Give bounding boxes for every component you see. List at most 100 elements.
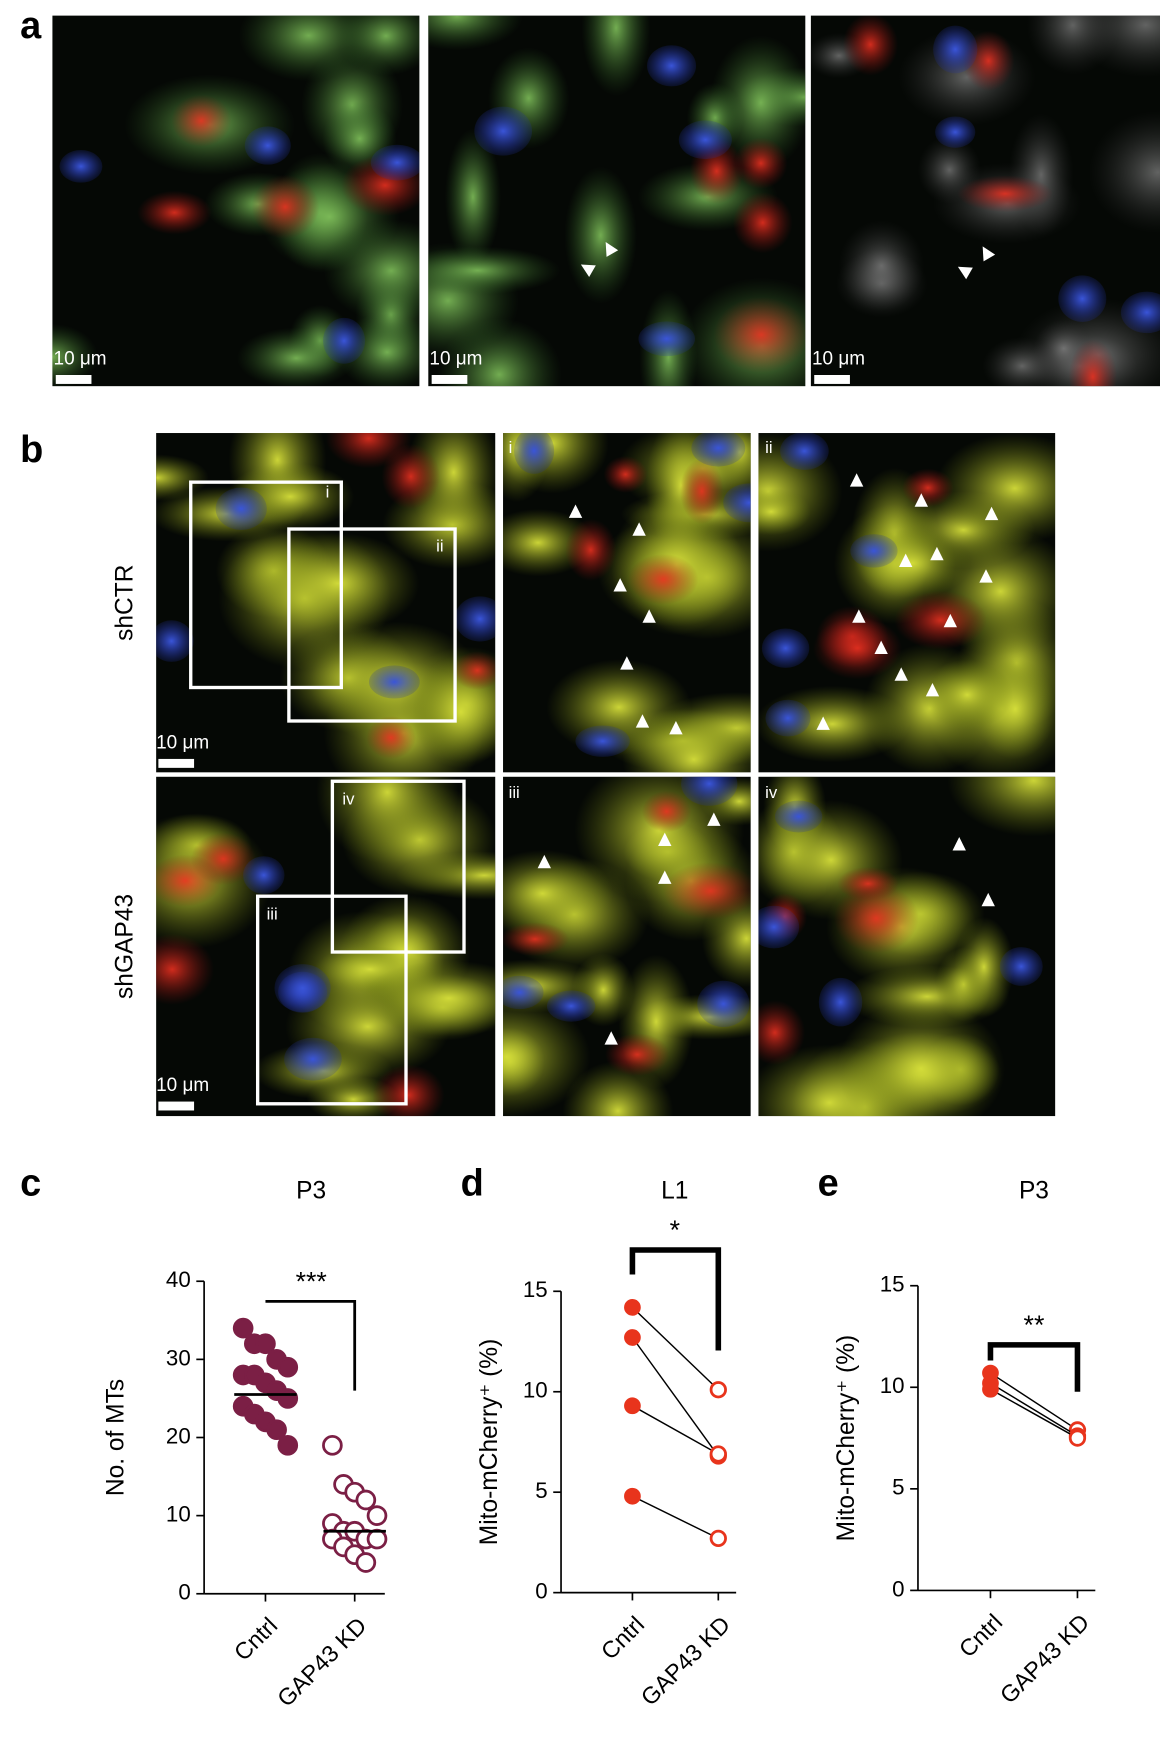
cell xyxy=(758,1000,806,1066)
chart-title: P3 xyxy=(296,1177,326,1204)
cells xyxy=(503,776,751,1117)
significance-label: *** xyxy=(296,1267,327,1297)
scale-bar-label: 10 μm xyxy=(812,348,865,369)
arrowhead xyxy=(632,522,646,536)
cell xyxy=(894,590,987,650)
data-point xyxy=(709,1529,727,1548)
pair-line xyxy=(631,1337,719,1457)
arrowhead xyxy=(874,640,888,655)
x-tick-label: GAP43 KD xyxy=(636,1611,735,1710)
y-tick-label: 40 xyxy=(166,1267,191,1292)
arrowhead xyxy=(604,1031,618,1045)
cell xyxy=(503,850,614,937)
pair-line xyxy=(990,1382,1078,1437)
micrograph xyxy=(503,433,751,773)
nucleus xyxy=(474,106,533,156)
x-tick-label: Cntrl xyxy=(596,1611,649,1664)
scale-bar xyxy=(158,1101,195,1111)
arrowhead xyxy=(914,493,928,507)
cell xyxy=(641,790,692,833)
cell xyxy=(428,246,561,295)
y-tick-label: 10 xyxy=(523,1378,548,1403)
data-point xyxy=(709,1381,727,1399)
nucleus xyxy=(935,116,976,148)
arrowhead xyxy=(816,716,830,730)
inset-label: ii xyxy=(436,536,443,555)
cell xyxy=(627,553,699,605)
cell xyxy=(947,776,1056,837)
cell xyxy=(503,995,591,1117)
cell xyxy=(1068,339,1118,387)
cell xyxy=(758,488,811,536)
nucleus xyxy=(647,45,697,87)
cell xyxy=(713,296,806,373)
arrowhead xyxy=(930,546,944,561)
cell xyxy=(444,128,502,266)
cell xyxy=(710,35,806,170)
arrowhead xyxy=(852,609,866,623)
arrowhead xyxy=(658,832,672,846)
arrowhead xyxy=(894,667,908,681)
cell xyxy=(564,166,637,304)
data-point xyxy=(624,1487,641,1505)
inset-box xyxy=(330,779,466,954)
data-point xyxy=(277,1434,299,1456)
pair-line xyxy=(632,1405,719,1455)
inset-label: iii xyxy=(267,905,278,924)
cell xyxy=(156,933,215,1005)
cell xyxy=(428,15,523,51)
nucleus xyxy=(723,483,751,523)
cell xyxy=(452,651,496,690)
inset-label: iv xyxy=(342,790,355,809)
arrowhead xyxy=(952,837,966,851)
panel-label: e xyxy=(818,1162,839,1204)
data-point xyxy=(277,1356,299,1378)
cell xyxy=(565,518,617,581)
inset-box xyxy=(287,527,457,723)
nucleus xyxy=(1058,275,1107,322)
micrograph xyxy=(810,15,1160,387)
scale-bar xyxy=(431,375,468,384)
significance-bracket xyxy=(987,1342,1081,1392)
panel-label: d xyxy=(461,1162,484,1204)
cell xyxy=(156,854,223,907)
scale-bar-label: 10 μm xyxy=(429,348,482,369)
nucleus xyxy=(322,317,366,364)
cell xyxy=(953,916,1014,1018)
cell xyxy=(812,617,902,680)
y-tick-label: 0 xyxy=(178,1580,190,1605)
cell xyxy=(335,15,420,76)
y-tick-label: 15 xyxy=(523,1277,548,1302)
inset-label: iv xyxy=(765,783,778,802)
nucleus xyxy=(370,144,420,181)
nucleus xyxy=(1120,291,1160,334)
cell xyxy=(137,190,212,235)
nucleus xyxy=(780,433,829,471)
cell xyxy=(1008,113,1074,236)
pair-line xyxy=(632,1495,719,1540)
row-label: shGAP43 xyxy=(112,894,139,999)
arrowhead xyxy=(982,246,996,262)
cell xyxy=(156,454,209,502)
cell xyxy=(838,220,925,311)
arrowhead xyxy=(981,892,995,907)
micrograph xyxy=(428,15,806,387)
cell xyxy=(604,1033,670,1077)
nucleus xyxy=(274,964,331,1013)
cell xyxy=(957,175,1053,213)
cells xyxy=(810,15,1160,387)
chart-title: L1 xyxy=(661,1177,688,1204)
arrowhead xyxy=(707,812,721,826)
cell xyxy=(732,192,793,254)
nucleus xyxy=(999,947,1043,986)
inset-label: iii xyxy=(509,783,520,802)
cell xyxy=(622,706,751,773)
cell xyxy=(581,15,651,97)
data-point xyxy=(266,1419,287,1441)
data-point xyxy=(366,1505,388,1526)
micrograph xyxy=(503,776,751,1117)
nucleus xyxy=(215,487,267,530)
cell xyxy=(381,443,441,510)
